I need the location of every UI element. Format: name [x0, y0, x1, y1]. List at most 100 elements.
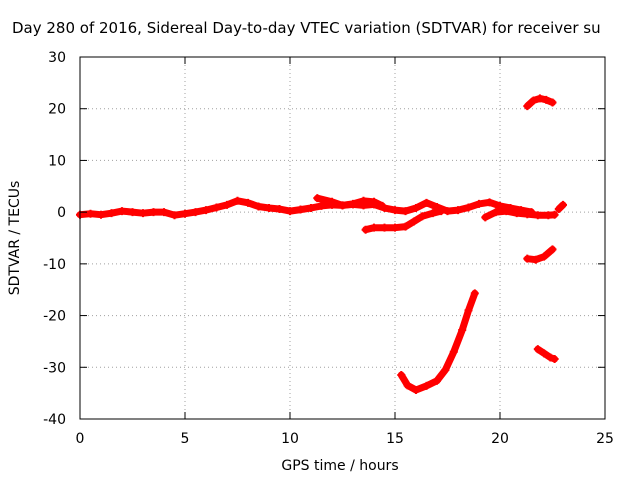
data-point	[286, 207, 294, 216]
data-point	[412, 386, 420, 395]
x-tick-label: 25	[596, 431, 614, 447]
data-point	[523, 102, 532, 111]
tick-layer: 0 5 10 15 20 25 30 20 10 0 -10 -20 -30 -40	[43, 50, 614, 447]
y-tick-label: 10	[48, 153, 66, 169]
data-point	[265, 204, 273, 213]
data-point	[359, 196, 368, 205]
data-point	[223, 200, 231, 209]
data-point	[529, 96, 538, 105]
data-point	[428, 209, 437, 218]
data-point	[202, 206, 210, 215]
data-point	[523, 210, 532, 219]
data-point	[548, 245, 557, 254]
y-tick-label: -10	[43, 257, 66, 273]
data-point	[97, 210, 105, 219]
data-point	[485, 198, 494, 207]
data-point	[212, 203, 221, 212]
data-point	[531, 255, 540, 264]
data-point	[328, 197, 336, 206]
x-tick-label: 0	[76, 431, 85, 447]
data-point	[422, 198, 431, 207]
data-point	[470, 289, 479, 298]
data-point	[542, 95, 551, 104]
data-point	[437, 207, 446, 216]
data-point	[512, 209, 521, 218]
data-point	[533, 345, 542, 354]
plot-frame	[79, 56, 606, 420]
y-tick-label: 0	[57, 205, 66, 221]
data-point	[254, 202, 263, 211]
data-point	[233, 196, 242, 205]
data-point	[391, 206, 399, 215]
data-point	[540, 252, 549, 261]
data-point	[533, 211, 542, 220]
y-tick-label: -30	[43, 360, 66, 376]
data-point	[523, 254, 532, 263]
data-point	[458, 326, 467, 335]
data-point	[296, 205, 305, 214]
data-point	[107, 209, 116, 218]
data-point	[349, 199, 357, 208]
data-point	[540, 349, 549, 358]
data-series-6	[523, 245, 556, 264]
data-point	[433, 376, 441, 385]
data-point	[491, 208, 500, 217]
x-tick-label: 20	[491, 431, 509, 447]
y-axis-label: SDTVAR / TECUs	[7, 181, 23, 296]
data-point	[546, 353, 555, 362]
data-point	[361, 225, 370, 234]
y-tick-label: -40	[43, 412, 66, 428]
data-point	[412, 204, 420, 213]
data-point	[401, 222, 410, 231]
data-point	[191, 208, 200, 217]
data-point	[464, 203, 473, 212]
data-point	[86, 209, 95, 218]
data-point	[378, 201, 387, 210]
data-point	[449, 347, 458, 356]
data-point	[128, 208, 137, 217]
y-tick-label: 30	[48, 50, 66, 66]
data-point	[181, 209, 189, 218]
y-tick-label: -20	[43, 309, 66, 325]
data-point	[370, 223, 378, 232]
data-point	[535, 94, 544, 103]
data-point	[170, 211, 179, 220]
data-point	[454, 206, 462, 215]
data-point	[397, 371, 406, 380]
data-point	[338, 201, 347, 210]
data-point	[418, 212, 427, 221]
chart-title: Day 280 of 2016, Sidereal Day-to-day VTE…	[12, 19, 601, 37]
data-series-7	[397, 289, 479, 394]
data-point	[409, 217, 418, 226]
data-point	[502, 207, 511, 216]
data-point	[244, 198, 252, 207]
data-point	[307, 204, 315, 213]
data-point	[441, 365, 450, 374]
data-point	[370, 197, 378, 206]
data-point	[160, 208, 168, 217]
x-tick-label: 10	[281, 431, 299, 447]
y-tick-label: 20	[48, 102, 66, 118]
data-point	[475, 199, 483, 208]
data-point	[554, 205, 563, 214]
data-point	[403, 381, 412, 390]
data-point	[422, 381, 431, 390]
data-point	[317, 201, 326, 210]
data-point	[550, 355, 559, 364]
data-point	[139, 209, 147, 218]
data-point	[391, 223, 399, 232]
series-layer	[76, 94, 567, 395]
data-point	[559, 200, 567, 209]
x-tick-label: 5	[181, 431, 190, 447]
data-point	[149, 208, 158, 217]
data-point	[313, 194, 322, 203]
data-series-0	[76, 197, 535, 219]
grid-layer	[80, 57, 605, 419]
data-point	[118, 207, 126, 216]
data-point	[481, 213, 490, 222]
data-point	[275, 205, 284, 214]
data-point	[401, 207, 410, 216]
x-axis-label: GPS time / hours	[281, 458, 398, 474]
data-point	[464, 306, 473, 315]
